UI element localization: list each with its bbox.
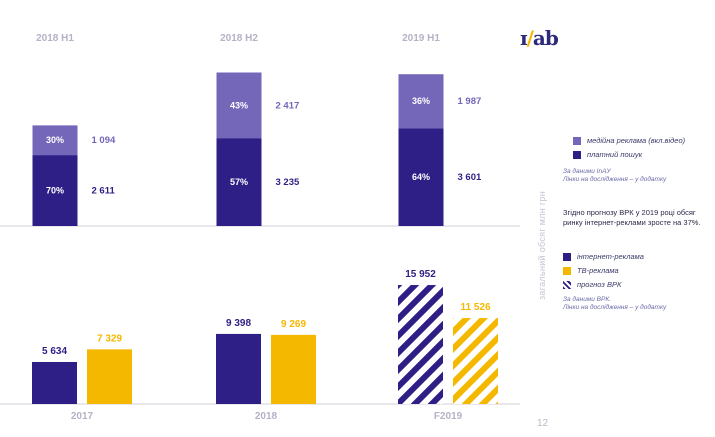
legend-label-media: медійна реклама (вкл.відео) <box>587 136 686 145</box>
legend-label-internet: інтернет-реклама <box>577 252 644 261</box>
bar-media <box>398 74 444 129</box>
source-note-top-line1: За даними InAУ <box>563 168 611 175</box>
percent-label-media: 36% <box>412 96 430 106</box>
year-label: F2019 <box>434 411 463 422</box>
percent-label-media: 30% <box>46 135 64 145</box>
legend-swatch-forecast <box>563 280 571 289</box>
year-label: 2017 <box>71 411 94 422</box>
legend-item-tv: ТВ-реклама <box>563 266 619 275</box>
legend-item-forecast: прогноз ВРК <box>563 280 621 289</box>
year-label: 2018 <box>255 411 278 422</box>
bar-search <box>216 138 262 226</box>
legend-swatch-internet <box>563 252 571 261</box>
bar-chart-yearly: 5 634 7 329 2017 9 398 9 269 2018 15 952 11 526… <box>0 269 520 422</box>
legend-label-tv: ТВ-реклама <box>577 266 619 275</box>
value-label-internet: 5 634 <box>42 346 67 357</box>
bar-search <box>398 128 444 226</box>
value-label-media: 1 987 <box>458 96 482 107</box>
value-label-tv: 9 269 <box>281 319 306 330</box>
period-label: 2019 H1 <box>402 33 440 44</box>
value-label-search: 3 235 <box>276 177 300 188</box>
bar-tv <box>87 349 132 404</box>
bar-internet <box>398 285 443 404</box>
value-label-tv: 7 329 <box>97 333 122 344</box>
percent-label-search: 64% <box>412 172 430 182</box>
value-label-search: 3 601 <box>458 172 482 183</box>
bar-internet <box>32 361 77 404</box>
value-label-search: 2 611 <box>92 186 116 197</box>
legend-item-search: платний пошук <box>573 150 642 159</box>
legend-swatch-media <box>573 136 581 145</box>
value-label-internet: 9 398 <box>226 318 251 329</box>
bar-tv <box>453 318 498 404</box>
source-note-top-line2: Лінки на дослідження – у додатку <box>563 176 667 183</box>
vertical-axis-label: загальний обсяг млн грн <box>537 191 547 300</box>
legend-swatch-tv <box>563 266 571 275</box>
source-note-bottom: За даними ВРК. Лінки на дослідження – у … <box>563 296 666 312</box>
legend-label-forecast: прогноз ВРК <box>577 280 622 289</box>
value-label-media: 2 417 <box>276 100 300 111</box>
source-note-bottom-line2: Лінки на дослідження – у додатку <box>563 304 667 311</box>
percent-label-search: 70% <box>46 186 64 196</box>
legend-label-search: платний пошук <box>587 150 643 159</box>
page-number: 12 <box>537 418 549 429</box>
bar-media <box>32 125 78 156</box>
stacked-bar-chart-halfyear: 2018 H1 70% 30% 2 611 1 094 2018 H2 57% 43% 3 23… <box>0 33 520 227</box>
value-label-tv: 11 526 <box>460 302 490 313</box>
legend-item-media: медійна реклама (вкл.відео) <box>573 136 685 145</box>
bar-internet <box>216 333 261 404</box>
value-label-internet: 15 952 <box>405 269 436 280</box>
percent-label-search: 57% <box>230 177 248 187</box>
source-note-bottom-line1: За даними ВРК. <box>563 296 611 303</box>
period-label: 2018 H1 <box>36 33 74 44</box>
forecast-text: Згідно прогнозу ВРК у 2019 році обсяг ри… <box>563 208 701 227</box>
bar-media <box>216 72 262 139</box>
bar-tv <box>271 334 316 404</box>
value-label-media: 1 094 <box>92 135 116 146</box>
legend-item-internet: інтернет-реклама <box>563 252 644 261</box>
percent-label-media: 43% <box>230 100 248 110</box>
source-note-top: За даними InAУ Лінки на дослідження – у … <box>563 168 666 184</box>
iab-logo: ɪ/ab <box>520 26 559 50</box>
period-label: 2018 H2 <box>220 33 258 44</box>
bar-search <box>32 155 78 226</box>
legend-swatch-search <box>573 150 581 159</box>
